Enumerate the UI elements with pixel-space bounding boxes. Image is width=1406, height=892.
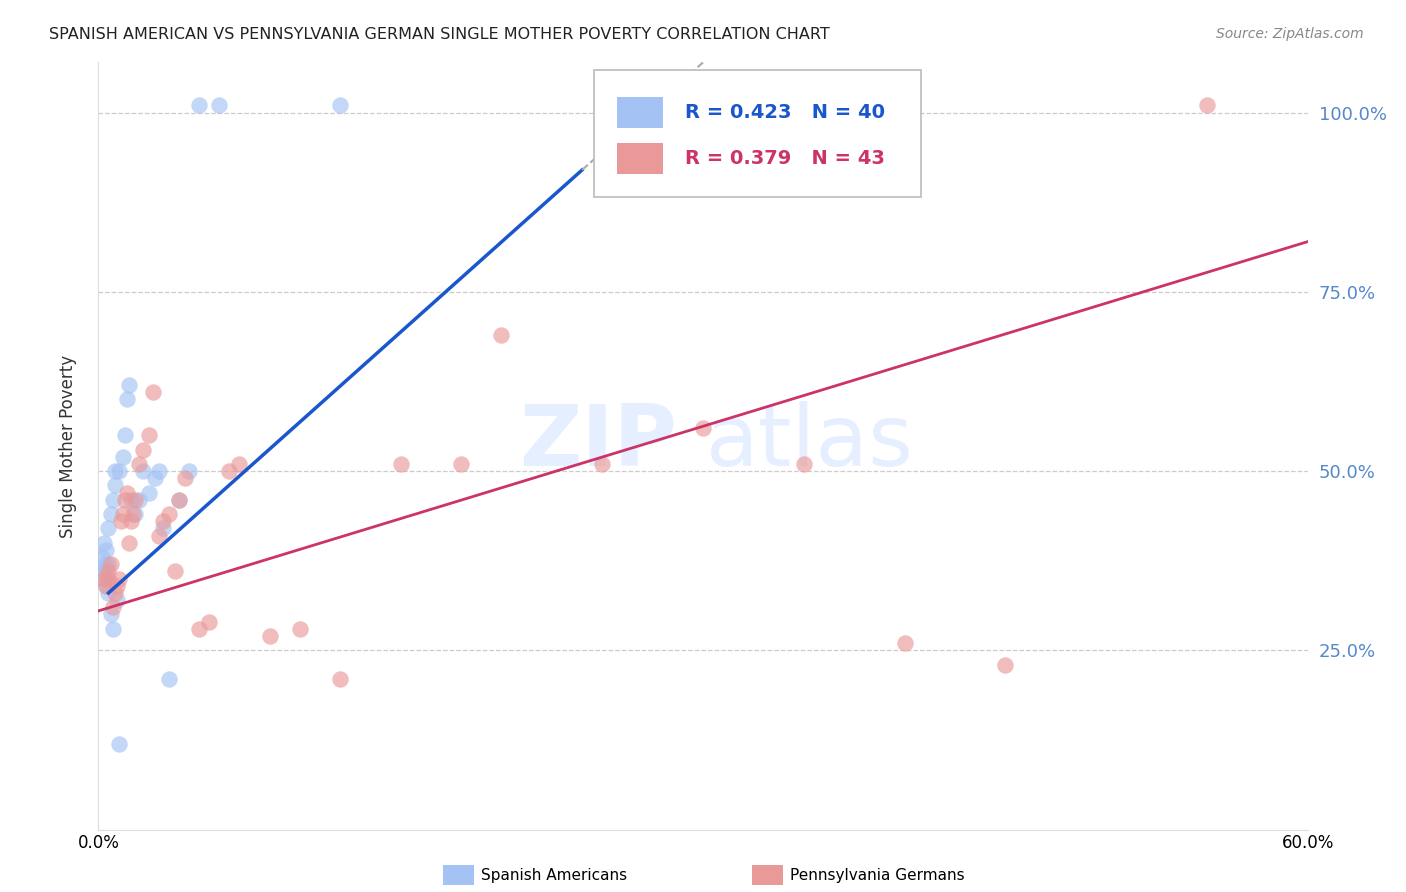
- Point: [198, 615, 221, 629]
- Point: [793, 98, 815, 112]
- Point: [128, 457, 150, 471]
- Point: [115, 392, 138, 407]
- Point: [114, 492, 136, 507]
- Point: [793, 457, 815, 471]
- Point: [93, 536, 115, 550]
- Point: [96, 565, 118, 579]
- Point: [148, 464, 170, 478]
- Point: [93, 572, 115, 586]
- Point: [491, 327, 513, 342]
- Point: [91, 565, 114, 579]
- Y-axis label: Single Mother Poverty: Single Mother Poverty: [59, 354, 77, 538]
- Point: [107, 737, 129, 751]
- Point: [148, 528, 170, 542]
- FancyBboxPatch shape: [617, 97, 664, 128]
- Point: [118, 536, 141, 550]
- Point: [208, 98, 231, 112]
- Point: [101, 492, 124, 507]
- Point: [97, 572, 120, 586]
- Point: [105, 579, 128, 593]
- Point: [96, 543, 118, 558]
- Point: [96, 579, 118, 593]
- Text: Spanish Americans: Spanish Americans: [481, 868, 627, 882]
- Point: [97, 558, 120, 572]
- Point: [111, 507, 134, 521]
- Point: [228, 457, 250, 471]
- Point: [138, 485, 160, 500]
- Point: [450, 457, 472, 471]
- Point: [329, 672, 352, 686]
- Text: atlas: atlas: [706, 401, 914, 483]
- Point: [142, 385, 165, 400]
- Point: [100, 607, 122, 622]
- Point: [103, 464, 125, 478]
- Point: [893, 636, 915, 650]
- Point: [128, 492, 150, 507]
- Point: [124, 507, 146, 521]
- Text: ZIP: ZIP: [519, 401, 676, 483]
- Text: Source: ZipAtlas.com: Source: ZipAtlas.com: [1216, 27, 1364, 41]
- Point: [389, 457, 412, 471]
- Point: [174, 471, 197, 485]
- Point: [114, 428, 136, 442]
- Point: [91, 550, 114, 565]
- Point: [96, 579, 118, 593]
- Point: [132, 464, 155, 478]
- Point: [157, 672, 180, 686]
- Point: [93, 558, 115, 572]
- Point: [120, 514, 142, 528]
- Point: [118, 378, 141, 392]
- Point: [138, 428, 160, 442]
- FancyBboxPatch shape: [617, 143, 664, 174]
- Text: Pennsylvania Germans: Pennsylvania Germans: [790, 868, 965, 882]
- Point: [105, 593, 128, 607]
- Point: [143, 471, 166, 485]
- Point: [259, 629, 281, 643]
- Point: [120, 492, 142, 507]
- Point: [124, 492, 146, 507]
- Point: [100, 507, 122, 521]
- Point: [167, 492, 190, 507]
- Point: [93, 572, 115, 586]
- Point: [101, 622, 124, 636]
- Point: [115, 485, 138, 500]
- Point: [152, 514, 174, 528]
- Point: [97, 572, 120, 586]
- Point: [111, 450, 134, 464]
- Point: [103, 478, 125, 492]
- Point: [157, 507, 180, 521]
- Point: [692, 421, 714, 435]
- Point: [97, 565, 120, 579]
- Point: [188, 98, 211, 112]
- Point: [103, 586, 125, 600]
- Point: [1195, 98, 1218, 112]
- FancyBboxPatch shape: [595, 70, 921, 197]
- Point: [97, 586, 120, 600]
- Point: [132, 442, 155, 457]
- Point: [288, 622, 311, 636]
- Point: [218, 464, 240, 478]
- Point: [163, 565, 186, 579]
- Point: [167, 492, 190, 507]
- Point: [100, 558, 122, 572]
- Point: [107, 464, 129, 478]
- Point: [110, 514, 132, 528]
- Point: [101, 600, 124, 615]
- Text: R = 0.423   N = 40: R = 0.423 N = 40: [685, 103, 884, 122]
- Point: [152, 521, 174, 535]
- Point: [188, 622, 211, 636]
- Point: [994, 657, 1017, 672]
- Text: SPANISH AMERICAN VS PENNSYLVANIA GERMAN SINGLE MOTHER POVERTY CORRELATION CHART: SPANISH AMERICAN VS PENNSYLVANIA GERMAN …: [49, 27, 830, 42]
- Point: [107, 572, 129, 586]
- Text: R = 0.379   N = 43: R = 0.379 N = 43: [685, 149, 884, 168]
- Point: [97, 521, 120, 535]
- Point: [179, 464, 201, 478]
- Point: [591, 457, 613, 471]
- Point: [329, 98, 352, 112]
- Point: [121, 507, 143, 521]
